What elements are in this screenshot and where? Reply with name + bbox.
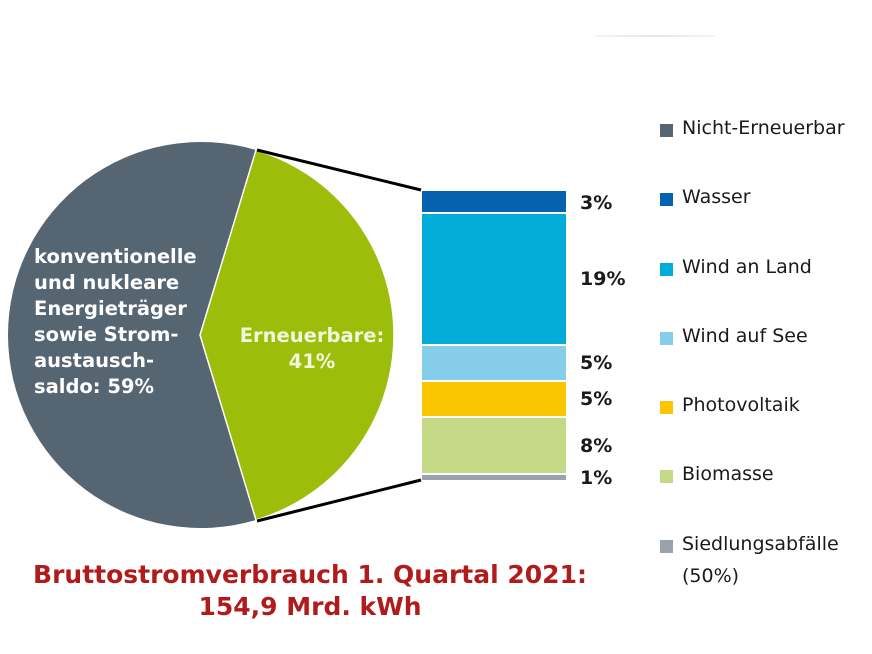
bar-label-siedlungsabfaelle: 1%	[580, 467, 613, 489]
legend-label-line2: (50%)	[682, 565, 740, 587]
legend-swatch-icon	[660, 193, 673, 206]
legend-swatch-icon	[660, 470, 673, 483]
pie-label-erneuerbare: Erneuerbare: 41%	[232, 323, 392, 375]
decorative-line	[595, 35, 715, 37]
legend-label: Nicht-Erneuerbar	[682, 117, 845, 139]
pie-label-line: Erneuerbare:	[239, 324, 385, 347]
pie-slice-nicht-erneuerbar	[8, 142, 256, 529]
pie-slice-erneuerbare	[199, 149, 395, 521]
bar-segment-siedlungsabfaelle	[422, 475, 566, 480]
chart-title-line1: Bruttostromverbrauch 1. Quartal 2021:	[33, 560, 587, 589]
bar-segment-photovoltaik	[422, 382, 566, 416]
legend-swatch-icon	[660, 332, 673, 345]
pie-label-line: konventionelle	[34, 245, 197, 268]
connector-line-top	[256, 148, 422, 192]
legend-label: Biomasse	[682, 463, 774, 485]
bar-label-wind-auf-see: 5%	[580, 352, 613, 374]
pie-label-line: 41%	[288, 350, 336, 373]
legend-swatch-icon	[660, 540, 673, 553]
bar-segment-wasser	[422, 191, 566, 212]
bar-label-biomasse: 8%	[580, 435, 613, 457]
pie-label-nicht-erneuerbar: konventionelle und nukleare Energieträge…	[34, 244, 214, 400]
legend-swatch-icon	[660, 263, 673, 276]
bar-label-wasser: 3%	[580, 192, 613, 214]
bar-label-wind-an-land: 19%	[580, 268, 626, 290]
legend-label: Photovoltaik	[682, 394, 800, 416]
bar-segment-wind-an-land	[422, 214, 566, 344]
legend-swatch-icon	[660, 401, 673, 414]
bar-segment-wind-auf-see	[422, 346, 566, 380]
pie-label-line: und nukleare	[34, 271, 180, 294]
pie-label-line: saldo: 59%	[34, 375, 155, 398]
legend-swatch-icon	[660, 124, 673, 137]
legend-label: Wind auf See	[682, 325, 808, 347]
pie-label-line: Energieträger	[34, 297, 187, 320]
pie-label-line: sowie Strom-	[34, 323, 179, 346]
pie-label-line: austausch-	[34, 349, 155, 372]
legend-label: Wind an Land	[682, 256, 812, 278]
bar-segment-biomasse	[422, 418, 566, 473]
legend-label: Siedlungsabfälle	[682, 533, 839, 555]
bar-label-photovoltaik: 5%	[580, 388, 613, 410]
legend-label: Wasser	[682, 186, 751, 208]
connector-line-bottom	[256, 478, 422, 523]
chart-title-line2: 154,9 Mrd. kWh	[198, 592, 422, 621]
